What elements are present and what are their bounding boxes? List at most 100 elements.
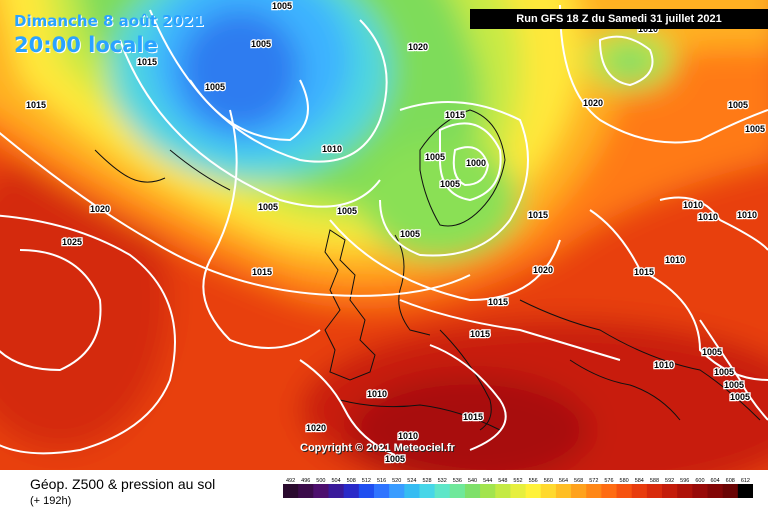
isobar-label: 1010 [683, 200, 703, 210]
isobar-label: 1010 [367, 389, 387, 399]
legend-swatch [555, 484, 572, 498]
legend-tick-label: 512 [362, 478, 371, 484]
isobar-label: 1015 [463, 412, 483, 422]
legend-swatch [373, 484, 390, 498]
legend-tick-label: 540 [468, 478, 477, 484]
legend-swatch [737, 484, 753, 498]
legend-tick-label: 560 [544, 478, 553, 484]
isobar-label: 1010 [654, 360, 674, 370]
legend-tick-label: 508 [347, 478, 356, 484]
legend-tick-label: 608 [726, 478, 735, 484]
isobar-label: 1005 [385, 454, 405, 464]
isobar-label: 1015 [470, 329, 490, 339]
isobar-label: 1015 [488, 297, 508, 307]
isobar-label: 1020 [408, 42, 428, 52]
isobar-label: 1015 [445, 110, 465, 120]
legend-tick-label: 520 [392, 478, 401, 484]
legend-tick-label: 576 [604, 478, 613, 484]
coastlines [94, 109, 761, 431]
legend-swatch [404, 484, 420, 498]
legend-swatch [328, 484, 345, 498]
isobar-label: 1015 [634, 267, 654, 277]
isobar-label: 1005 [440, 179, 460, 189]
forecast-time: 20:00 locale [14, 33, 158, 57]
legend-tick-label: 552 [513, 478, 522, 484]
isobar-label: 1005 [425, 152, 445, 162]
legend-swatch [646, 484, 663, 498]
legend-swatch [677, 484, 693, 498]
legend-tick-label: 548 [498, 478, 507, 484]
chart-title: Géop. Z500 & pression au sol [30, 476, 216, 492]
legend-swatch [464, 484, 481, 498]
legend-swatch [631, 484, 648, 498]
legend-swatch [586, 484, 602, 498]
legend-swatch [298, 484, 314, 498]
isobar-label: 1005 [702, 347, 722, 357]
color-scale-legend: 492 496 500 504 508 512 516 520 524 528 532 536 540 5… [283, 478, 753, 498]
legend-swatch [692, 484, 709, 498]
isobar-label: 1015 [137, 57, 157, 67]
legend-tick-label: 600 [695, 478, 704, 484]
legend-tick-label: 556 [529, 478, 538, 484]
copyright-notice: Copyright © 2021 Meteociel.fr [300, 442, 455, 454]
legend-swatch [662, 484, 678, 498]
legend-tick-label: 564 [559, 478, 568, 484]
legend-swatch [434, 484, 451, 498]
legend-swatch [601, 484, 618, 498]
legend-swatch [495, 484, 511, 498]
legend-swatch [419, 484, 436, 498]
isobar-label: 1015 [252, 267, 272, 277]
isobar-label: 1005 [728, 100, 748, 110]
legend-tick-label: 536 [453, 478, 462, 484]
isobar-label: 1005 [251, 39, 271, 49]
legend-swatch [510, 484, 527, 498]
isobar-label: 1010 [665, 255, 685, 265]
isobar-label: 1020 [306, 423, 326, 433]
isobars [0, 4, 768, 456]
legend-tick-label: 528 [422, 478, 431, 484]
isobar-label: 1005 [272, 1, 292, 11]
weather-map: 1005 1005 1015 1005 1015 1020 1010 1020 1005 1005… [0, 0, 768, 470]
legend-tick-label: 516 [377, 478, 386, 484]
legend-swatch [283, 484, 299, 498]
isobar-label: 1010 [737, 210, 757, 220]
legend-tick-label: 532 [438, 478, 447, 484]
legend-swatch [480, 484, 496, 498]
legend-tick-label: 584 [635, 478, 644, 484]
legend-swatch [571, 484, 587, 498]
legend-tick-label: 496 [301, 478, 310, 484]
isobar-label: 1005 [337, 206, 357, 216]
legend-swatch [358, 484, 375, 498]
legend-swatch [525, 484, 542, 498]
isobar-label: 1020 [583, 98, 603, 108]
legend-swatch [722, 484, 739, 498]
isobar-label: 1020 [533, 265, 553, 275]
isobar-label: 1005 [205, 82, 225, 92]
legend-tick-label: 524 [407, 478, 416, 484]
legend-tick-label: 588 [650, 478, 659, 484]
isobar-label: 1010 [698, 212, 718, 222]
legend-tick-label: 492 [286, 478, 295, 484]
legend-swatch [540, 484, 557, 498]
legend-swatch [707, 484, 724, 498]
legend-tick-label: 544 [483, 478, 492, 484]
legend-tick-label: 596 [680, 478, 689, 484]
isobar-label: 1010 [322, 144, 342, 154]
legend-swatch [616, 484, 633, 498]
legend-tick-label: 500 [316, 478, 325, 484]
legend-tick-label: 568 [574, 478, 583, 484]
isobar-labels: 1005 1005 1015 1005 1015 1020 1010 1020 1005 1005… [25, 0, 767, 465]
isobar-label: 1020 [90, 204, 110, 214]
legend-tick-label: 592 [665, 478, 674, 484]
isobar-label: 1005 [714, 367, 734, 377]
isobar-label: 1005 [730, 392, 750, 402]
legend-tick-label: 612 [741, 478, 750, 484]
legend-tick-label: 572 [589, 478, 598, 484]
legend-swatch [449, 484, 466, 498]
isobar-label: 1015 [528, 210, 548, 220]
legend-swatch [313, 484, 329, 498]
isobar-label: 1005 [745, 124, 765, 134]
isobar-label: 1010 [398, 431, 418, 441]
model-run-banner: Run GFS 18 Z du Samedi 31 juillet 2021 [470, 9, 768, 29]
